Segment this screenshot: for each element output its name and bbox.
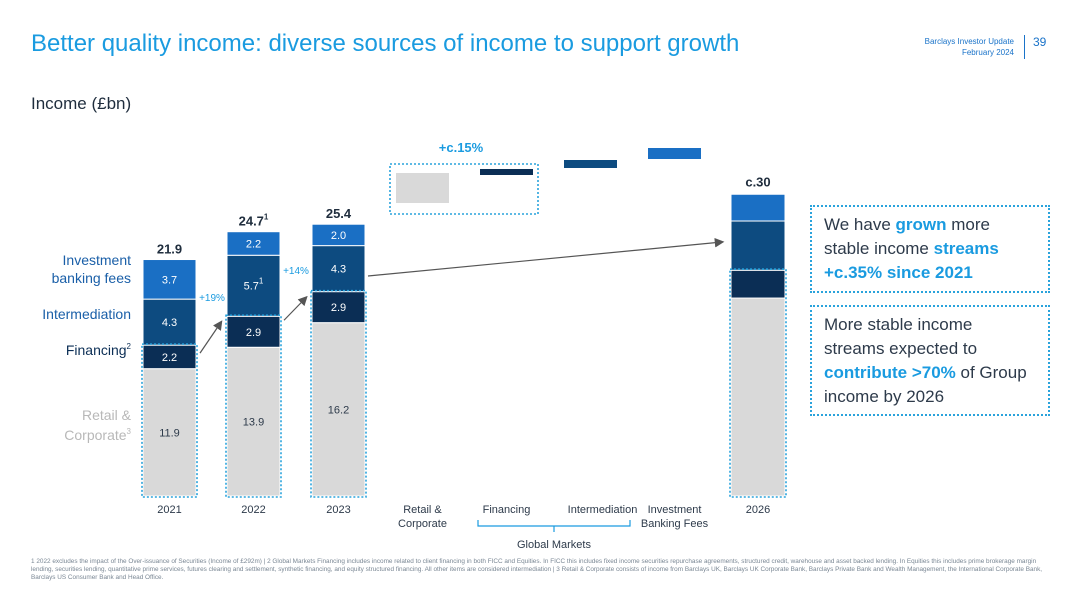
report-meta: Barclays Investor Update February 2024 <box>925 36 1014 58</box>
bridge-category-label: Banking Fees <box>641 518 709 530</box>
stable-income-outline-2026 <box>729 268 787 498</box>
legend-label: Financing2 <box>66 342 132 358</box>
bar-2026-retail-corporate <box>730 297 786 497</box>
bar-investment-banking-fees-2023 <box>311 223 366 247</box>
report-name: Barclays Investor Update <box>924 37 1014 46</box>
callout-text: grown <box>895 215 947 234</box>
callout-text: We have <box>824 215 896 234</box>
legend-label: banking fees <box>52 270 131 286</box>
bar-intermediation-2022 <box>226 254 281 317</box>
growth-label: +14% <box>283 266 309 277</box>
income-chart: 11.9 2.2 4.3 3.7 21.9 2021 13.9 2.9 5.71 2.2 24.71… <box>42 140 787 551</box>
total-label: 21.9 <box>157 242 182 257</box>
bar-2026-intermediation <box>730 220 786 271</box>
total-label: 24.71 <box>239 213 269 229</box>
x-tick-label: 2022 <box>241 504 265 516</box>
growth-arrow <box>199 320 223 354</box>
x-tick-label: 2021 <box>157 504 181 516</box>
legend-label: Corporate3 <box>64 427 131 443</box>
bar-2026-investment-banking-fees <box>730 193 786 222</box>
page-title: Better quality income: diverse sources o… <box>31 30 740 57</box>
bridge-category-label: Investment <box>648 504 702 516</box>
bridge-stable-outline <box>389 163 539 215</box>
legend-label: Retail & <box>82 407 132 423</box>
callout-text: contribute >70% <box>824 363 956 382</box>
bar-financing-2023 <box>311 291 366 324</box>
footnote: 1 2022 excludes the impact of the Over-i… <box>31 558 1043 581</box>
x-tick-label: 2023 <box>326 504 350 516</box>
total-label: 25.4 <box>326 206 352 221</box>
data-label: 16.2 <box>328 404 349 416</box>
stable-income-outline <box>225 314 282 498</box>
global-markets-bracket <box>477 520 631 527</box>
growth-arrow-2026 <box>367 237 725 277</box>
bar-investment-banking-fees-2022 <box>226 231 281 256</box>
data-label: 5.71 <box>244 277 264 293</box>
bar-financing-2022 <box>226 315 281 348</box>
data-label: 3.7 <box>162 274 177 286</box>
growth-label: +19% <box>199 293 225 304</box>
data-label: 2.9 <box>246 327 261 339</box>
data-label: 11.9 <box>159 427 180 439</box>
bar-intermediation-2023 <box>311 245 366 293</box>
data-label: 4.3 <box>331 264 346 276</box>
data-label: 2.0 <box>331 230 346 242</box>
callout-text: More stable income streams expected to <box>824 315 978 358</box>
report-date: February 2024 <box>961 48 1014 57</box>
bridge-annotation: +c.15% <box>439 140 484 155</box>
bridge-bar-retail-corporate <box>396 173 449 203</box>
x-tick-label: 2026 <box>746 504 770 516</box>
data-label: 13.9 <box>243 417 264 429</box>
chart-subtitle: Income (£bn) <box>31 94 132 113</box>
callout-contribution: More stable income streams expected to c… <box>810 305 1050 416</box>
bridge-bar-financing <box>480 169 533 175</box>
legend-label: Investment <box>63 252 132 268</box>
callout-growth: We have grown more stable income streams… <box>810 205 1050 293</box>
total-label-2026: c.30 <box>745 174 770 189</box>
bridge-category-label: Intermediation <box>568 504 638 516</box>
legend-label: Intermediation <box>42 306 131 322</box>
data-label: 2.9 <box>331 302 346 314</box>
bar-investment-banking-fees-2021 <box>142 259 197 300</box>
bridge-bar-intermediation <box>564 160 617 168</box>
data-label: 4.3 <box>162 317 177 329</box>
data-label: 2.2 <box>162 352 177 364</box>
bridge-category-label: Corporate <box>398 518 447 530</box>
bar-retail-corporate-2022 <box>226 346 281 497</box>
stable-income-outline <box>310 289 367 498</box>
bar-2026-financing <box>730 269 786 299</box>
meta-divider <box>1024 35 1025 59</box>
bridge-category-label: Retail & <box>403 504 442 516</box>
global-markets-label: Global Markets <box>517 539 591 551</box>
bridge-category-label: Financing <box>483 504 531 516</box>
bar-retail-corporate-2023 <box>311 322 366 497</box>
callout-text: more stable income <box>824 215 990 258</box>
page-number: 39 <box>1033 35 1047 49</box>
data-label: 2.2 <box>246 238 261 250</box>
callout-text: of Group income by 2026 <box>824 363 1027 406</box>
growth-arrow <box>283 295 308 321</box>
callout-text: streams +c.35% since 2021 <box>824 239 999 282</box>
bridge-bar-investment-banking-fees <box>648 148 701 159</box>
